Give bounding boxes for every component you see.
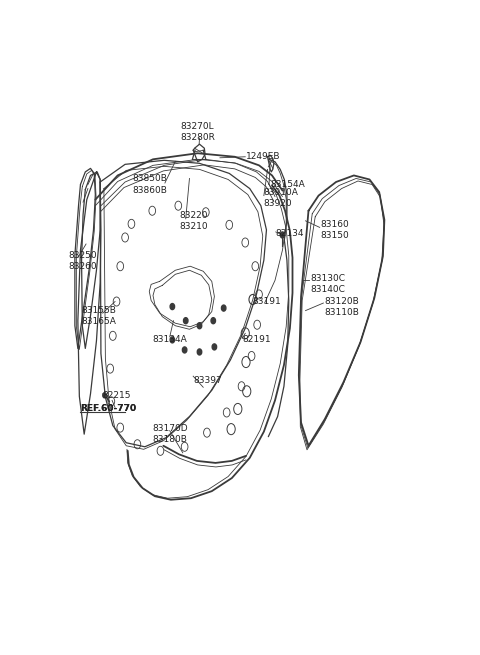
- Circle shape: [221, 305, 226, 311]
- Text: 83130C
83140C: 83130C 83140C: [310, 274, 345, 295]
- Text: 83270L
83280R: 83270L 83280R: [180, 122, 215, 141]
- Text: 83250
83260: 83250 83260: [68, 251, 97, 271]
- Circle shape: [183, 318, 188, 324]
- Circle shape: [212, 344, 216, 350]
- Text: 82134: 82134: [276, 229, 304, 238]
- Text: 83170D
83180B: 83170D 83180B: [152, 424, 188, 444]
- Text: 83155B
83165A: 83155B 83165A: [82, 306, 117, 326]
- Circle shape: [211, 318, 216, 324]
- Circle shape: [197, 349, 202, 355]
- Text: 83191: 83191: [252, 297, 281, 306]
- Text: 83134A: 83134A: [152, 335, 187, 345]
- Text: 82191: 82191: [242, 335, 271, 345]
- Text: 83120B
83110B: 83120B 83110B: [324, 297, 359, 316]
- Text: 83397: 83397: [193, 376, 222, 384]
- Circle shape: [170, 337, 175, 343]
- Text: 1249EB: 1249EB: [246, 152, 280, 161]
- Circle shape: [103, 393, 107, 398]
- Text: 83154A: 83154A: [270, 180, 305, 189]
- Circle shape: [170, 303, 175, 310]
- Text: 83220
83210: 83220 83210: [179, 211, 208, 231]
- Text: 83910A
83920: 83910A 83920: [264, 188, 299, 208]
- Text: REF.60-770: REF.60-770: [81, 404, 137, 413]
- Text: 82215: 82215: [103, 391, 132, 400]
- Text: REF.60-770: REF.60-770: [81, 404, 137, 413]
- Text: 83160
83150: 83160 83150: [321, 220, 349, 240]
- Text: 83850B
83860B: 83850B 83860B: [132, 174, 168, 195]
- Circle shape: [197, 323, 202, 329]
- Circle shape: [280, 232, 285, 238]
- Circle shape: [182, 347, 187, 353]
